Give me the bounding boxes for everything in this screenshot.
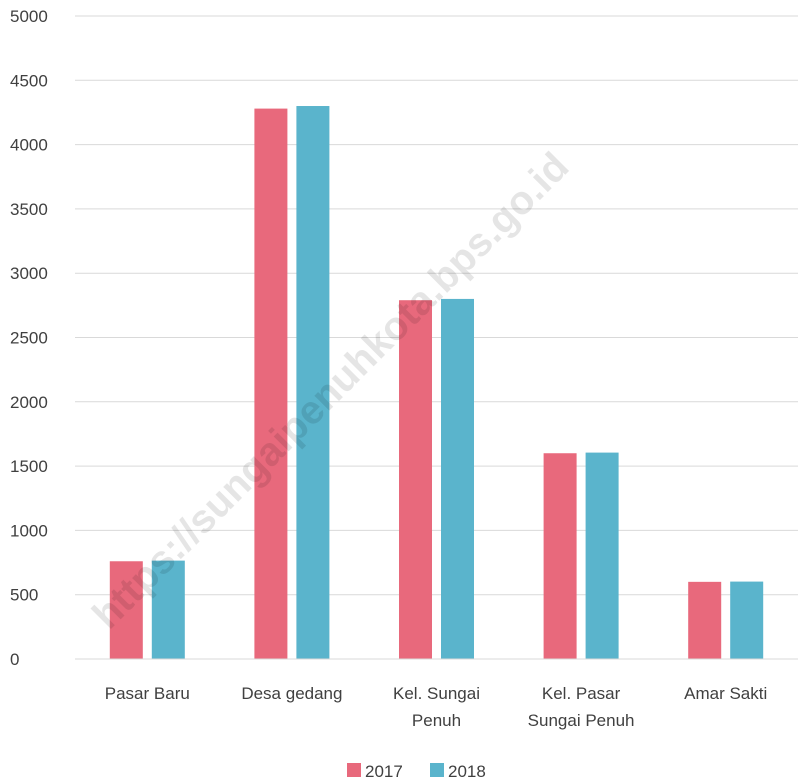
y-tick-label: 5000 [10,7,48,26]
y-tick-label: 2000 [10,393,48,412]
y-tick-label: 4500 [10,71,48,90]
y-tick-label: 3000 [10,264,48,283]
x-tick-label: Sungai Penuh [528,711,635,730]
x-tick-label: Desa gedang [241,684,342,703]
y-tick-label: 4000 [10,136,48,155]
bar-2018-1 [296,106,330,659]
y-tick-label: 3500 [10,200,48,219]
y-tick-label: 0 [10,650,19,669]
bar-2018-0 [151,560,185,659]
bar-2018-2 [441,298,474,659]
y-tick-label: 500 [10,586,38,605]
bar-2018-3 [585,452,619,659]
x-tick-label: Pasar Baru [105,684,190,703]
legend-swatch-2018 [430,763,444,777]
x-axis: Pasar Baru Desa gedang Kel. Sungai Penuh Kel… [75,658,798,730]
x-tick-label: Kel. Sungai [393,684,480,703]
y-tick-label: 2500 [10,329,48,348]
legend-label: 2017 [365,762,403,781]
bar-2018-4 [730,581,764,659]
bar-2017-4 [688,581,722,659]
y-axis: 0 500 1000 1500 2000 2500 3000 3500 4000 4500 5000 [10,7,48,669]
bar-2017-0 [109,561,143,659]
legend-swatch-2017 [347,763,361,777]
bars [109,106,764,660]
bar-2017-3 [543,453,577,659]
watermark-text: https://sungaipenuhkota.bps.go.id [84,144,577,637]
y-tick-label: 1500 [10,457,48,476]
bar-2017-2 [399,300,432,659]
y-tick-label: 1000 [10,521,48,540]
x-tick-label: Kel. Pasar [542,684,621,703]
x-tick-label: Penuh [412,711,461,730]
x-tick-label: Amar Sakti [684,684,767,703]
bar-2017-1 [254,108,288,660]
legend-label: 2018 [448,762,486,781]
gridlines [75,15,798,660]
legend: 2017 2018 [347,762,486,781]
